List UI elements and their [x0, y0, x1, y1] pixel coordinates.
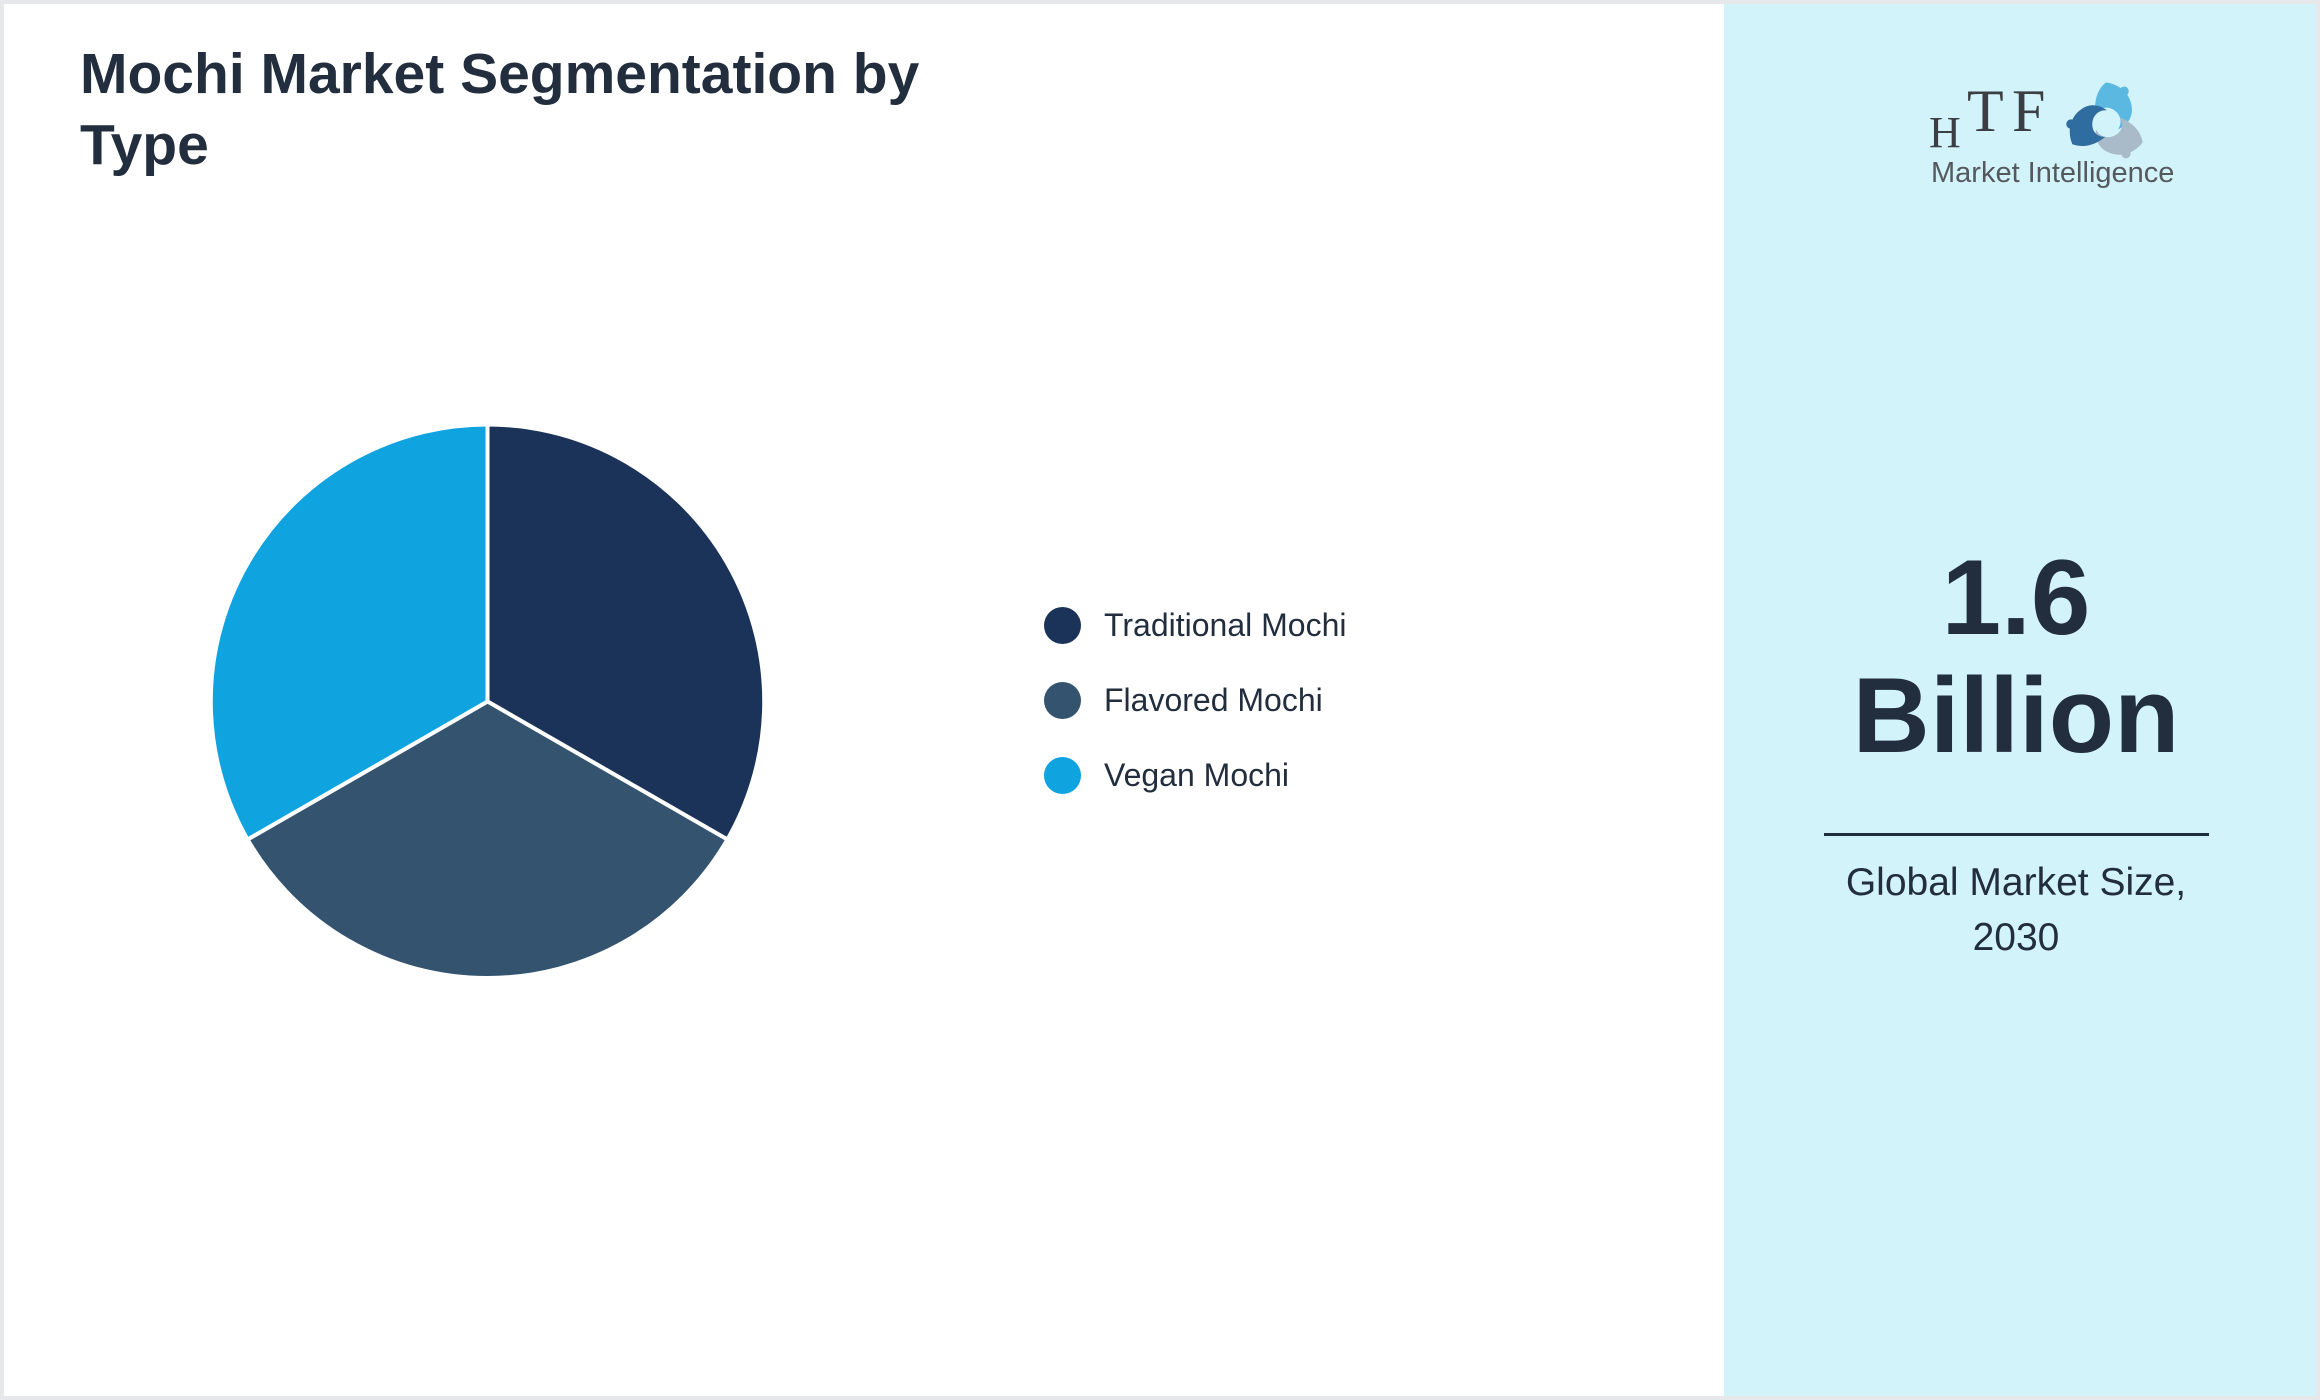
svg-text:T: T [1967, 79, 2004, 144]
svg-text:F: F [2012, 79, 2045, 144]
svg-text:Market Intelligence: Market Intelligence [1931, 157, 2174, 189]
svg-text:H: H [1929, 108, 1961, 157]
